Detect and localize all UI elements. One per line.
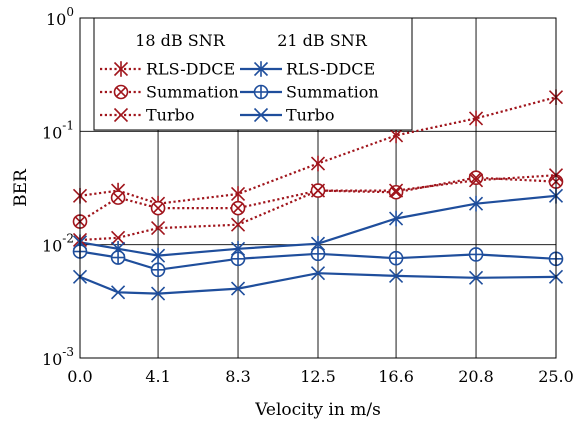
- data-point: [150, 200, 166, 216]
- data-point: [468, 270, 484, 285]
- legend-marker: [113, 84, 129, 100]
- data-point: [468, 110, 484, 127]
- legend-marker: [253, 61, 269, 77]
- x-tick-label: 12.5: [300, 367, 336, 386]
- y-tick-label: 10-1: [42, 118, 74, 142]
- legend-marker: [253, 107, 269, 123]
- data-point: [310, 183, 326, 198]
- x-axis-ticks: 0.0 4.1 8.3 12.5 16.6 20.8 25.0: [67, 367, 574, 386]
- data-point: [150, 221, 166, 236]
- data-point: [110, 250, 126, 265]
- x-tick-label: 25.0: [538, 367, 574, 386]
- series-line: [79, 176, 557, 223]
- x-tick-label: 16.6: [378, 367, 414, 386]
- x-tick-label: 8.3: [225, 367, 250, 386]
- y-tick-label: 100: [46, 5, 74, 29]
- data-point: [150, 247, 166, 264]
- data-point: [230, 251, 246, 267]
- data-point: [388, 250, 404, 266]
- data-point: [310, 155, 326, 172]
- data-point: [111, 285, 126, 300]
- x-tick-label: 4.1: [145, 367, 170, 386]
- legend-marker: [113, 107, 129, 123]
- data-point: [230, 217, 246, 232]
- legend-entry-label: RLS-DDCE: [286, 60, 375, 79]
- data-point: [388, 184, 404, 200]
- legend-box: [93, 17, 413, 131]
- data-point: [150, 262, 166, 278]
- data-point: [388, 210, 404, 227]
- x-tick-label: 0.0: [67, 367, 92, 386]
- data-point: [310, 266, 326, 281]
- y-axis-label: BER: [11, 168, 31, 207]
- legend-header-18db: 18 dB SNR: [135, 31, 225, 50]
- data-point: [468, 247, 484, 262]
- legend-entry-label: Summation: [146, 83, 239, 102]
- legend: 18 dB SNR 21 dB SNR RLS-DDCE RLS-DDCE Summ…: [93, 17, 413, 131]
- y-tick-label: 10-3: [42, 345, 74, 369]
- x-axis-label: Velocity in m/s: [254, 400, 381, 420]
- legend-entry-label: RLS-DDCE: [146, 60, 235, 79]
- data-point: [230, 281, 246, 296]
- y-tick-label: 10-2: [42, 232, 74, 256]
- data-point: [468, 170, 484, 185]
- legend-header-21db: 21 dB SNR: [277, 31, 367, 50]
- data-point: [230, 186, 246, 202]
- series-line: [79, 194, 557, 257]
- legend-marker: [113, 61, 129, 77]
- legend-entry-label: Turbo: [286, 106, 335, 125]
- data-point: [111, 230, 126, 245]
- legend-entry-label: Turbo: [146, 106, 195, 125]
- series-line: [79, 174, 557, 242]
- data-point: [110, 190, 126, 205]
- series-line: [79, 272, 557, 295]
- data-point: [388, 183, 404, 198]
- data-point: [150, 286, 166, 301]
- data-point: [310, 246, 326, 262]
- data-point: [468, 173, 484, 188]
- legend-entry-label: Summation: [286, 83, 379, 102]
- data-point: [388, 268, 404, 283]
- x-tick-label: 20.8: [458, 367, 494, 386]
- data-point: [230, 200, 246, 216]
- y-axis-ticks: 100 10-1 10-2 10-3: [42, 5, 74, 369]
- legend-marker: [253, 84, 269, 100]
- data-point: [468, 195, 484, 212]
